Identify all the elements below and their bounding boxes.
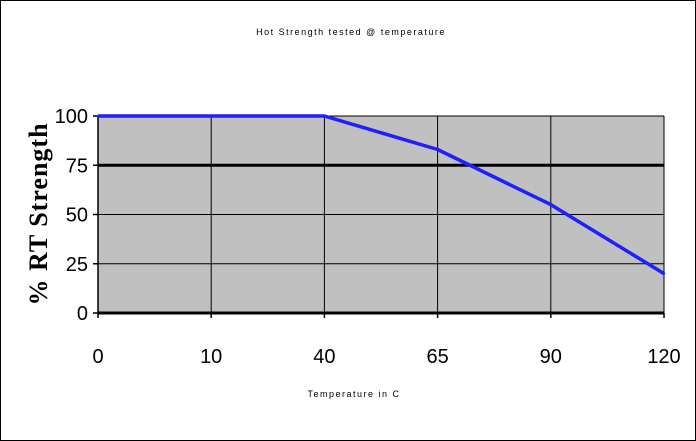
x-tick-label-90: 90	[540, 346, 562, 368]
x-tick-label-120: 120	[647, 346, 680, 368]
data-point-90	[549, 203, 552, 206]
x-tick-label-0: 0	[92, 346, 103, 368]
data-point-40	[323, 114, 326, 118]
x-tick-label-65: 65	[426, 346, 448, 368]
x-tick-labels: 0 10 40 65 90 120	[92, 346, 680, 368]
x-axis-label: Temperature in C	[307, 389, 400, 399]
data-point-10	[210, 114, 213, 118]
data-point-120	[662, 272, 666, 275]
data-point-0	[96, 114, 100, 118]
data-point-65	[436, 148, 439, 151]
axes	[93, 115, 665, 318]
chart-title: Hot Strength tested @ temperature	[256, 27, 446, 37]
y-tick-label-25: 25	[66, 254, 88, 276]
y-tick-label-100: 100	[55, 106, 88, 128]
x-tick-label-40: 40	[313, 346, 335, 368]
y-tick-labels: 0 25 50 75 100	[55, 106, 88, 325]
y-axis-label: % RT Strength	[24, 122, 53, 305]
y-tick-label-75: 75	[66, 155, 88, 177]
y-tick-label-0: 0	[77, 303, 88, 325]
x-tick-label-10: 10	[200, 346, 222, 368]
series-layer	[96, 114, 666, 276]
series-line-0	[98, 114, 665, 276]
y-tick-label-50: 50	[66, 205, 88, 227]
